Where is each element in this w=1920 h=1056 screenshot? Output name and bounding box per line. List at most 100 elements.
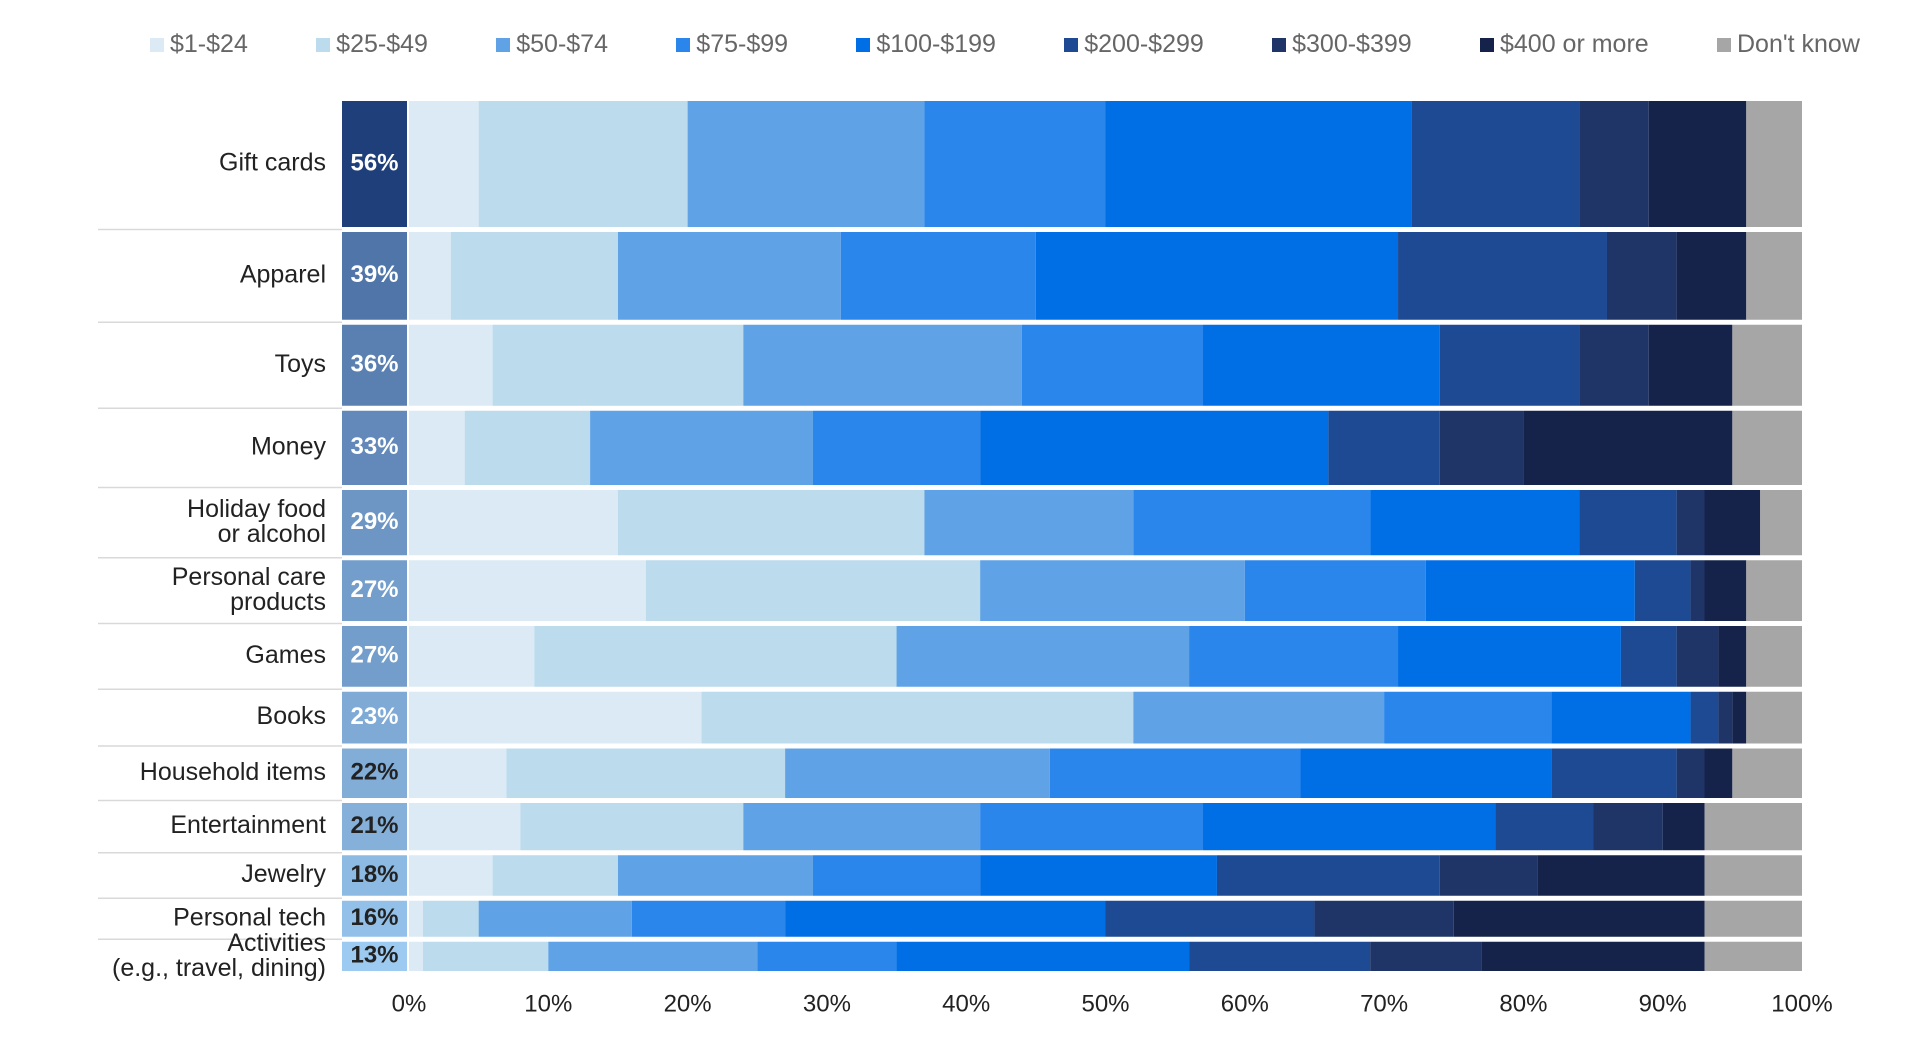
bar-segment [743, 324, 1022, 406]
bar-segment [1216, 855, 1440, 896]
bar-segment [409, 803, 521, 851]
bar-segment [1662, 803, 1705, 851]
bar-segment [409, 691, 702, 744]
legend-item: $200-$299 [1064, 30, 1204, 59]
x-tick-label: 100% [1771, 990, 1832, 1017]
bar-segment [980, 803, 1204, 851]
bar-segment [1439, 324, 1580, 406]
bar-segment [617, 855, 813, 896]
legend-item: $1-$24 [150, 30, 248, 59]
bar-segment [1732, 691, 1747, 744]
share-label: 39% [350, 261, 398, 288]
bar-segment [1648, 101, 1747, 227]
bar-segment [450, 232, 618, 320]
bar-segment [1537, 855, 1705, 896]
bar-segment [743, 803, 981, 851]
category-label: Apparel [240, 260, 326, 288]
share-label: 36% [350, 351, 398, 378]
bar-segment [409, 855, 493, 896]
share-cell [342, 410, 407, 485]
bar-segment [617, 232, 841, 320]
bar-segment [1579, 101, 1649, 227]
bar-segment [409, 232, 451, 320]
legend-label: $100-$199 [876, 30, 996, 58]
legend-swatch [316, 37, 331, 52]
category-label: Household items [140, 758, 326, 786]
share-label: 23% [350, 703, 398, 730]
share-cell [342, 626, 407, 687]
bar-segment [687, 101, 925, 227]
legend-item: $75-$99 [676, 30, 788, 59]
share-cell [342, 232, 407, 320]
legend-label: $25-$49 [336, 30, 428, 58]
bar-segment [1704, 941, 1802, 971]
bar-segment [1133, 490, 1371, 556]
legend-label: $400 or more [1499, 30, 1649, 58]
legend-item: $100-$199 [856, 30, 996, 59]
bar-segment [492, 324, 744, 406]
bar-segment [409, 748, 507, 798]
category-label: Gift cards [219, 149, 326, 177]
bar-segment [1676, 490, 1705, 556]
bar-segment [1676, 748, 1705, 798]
bar-segment [1704, 900, 1802, 937]
bar-segment [1439, 855, 1538, 896]
legend-label: $200-$299 [1084, 30, 1204, 58]
bar-segment [757, 941, 897, 971]
bar-segment [409, 490, 618, 556]
x-tick-label: 60% [1221, 990, 1269, 1017]
bar-segment [409, 101, 479, 227]
bar-segment [1760, 490, 1802, 556]
category-label: Entertainment [170, 811, 326, 839]
bar-segment [1746, 232, 1802, 320]
bar-segment [492, 855, 618, 896]
bar-segment [422, 941, 549, 971]
share-label: 33% [350, 433, 398, 460]
bar-segment [785, 748, 1050, 798]
legend-swatch [1272, 37, 1287, 52]
legend-item: $300-$399 [1272, 30, 1412, 59]
bar-segment [409, 900, 423, 937]
bar-segment [1203, 324, 1440, 406]
bar-segment [1593, 803, 1663, 851]
bar-segment [520, 803, 744, 851]
x-tick-label: 0% [392, 990, 427, 1017]
share-label: 18% [350, 861, 398, 888]
bar-segment [1718, 691, 1733, 744]
bar-segment [896, 626, 1190, 687]
legend: $1-$24 $25-$49 $50-$74 $75-$99 $100-$199 $200… [150, 30, 1860, 59]
legend-item: $50-$74 [496, 30, 608, 59]
bar-segment [1481, 941, 1705, 971]
bar-segment [1370, 490, 1580, 556]
legend-swatch [150, 37, 164, 52]
bar-segment [645, 560, 981, 621]
category-label: Books [257, 702, 326, 730]
bar-segment [1579, 324, 1649, 406]
share-cell [342, 748, 407, 798]
bar-segment [1370, 941, 1482, 971]
share-cell [342, 941, 407, 971]
legend-swatch [1479, 37, 1494, 52]
bar-segment [409, 560, 646, 621]
share-cell [342, 900, 407, 937]
bar-segment [980, 410, 1329, 485]
x-tick-label: 30% [803, 990, 851, 1017]
share-label: 16% [350, 904, 398, 931]
bar-segment [1411, 101, 1580, 227]
bar-segment [1425, 560, 1635, 621]
bar-segment [924, 101, 1106, 227]
bar-segment [896, 941, 1190, 971]
bar-segment [1551, 691, 1691, 744]
bar-segment [1718, 626, 1747, 687]
bar-segment [409, 324, 493, 406]
bar-segment [1690, 691, 1719, 744]
bar-segment [422, 900, 479, 937]
bar-segment [1676, 232, 1747, 320]
bar-segment [506, 748, 786, 798]
share-label: 29% [350, 508, 398, 535]
legend-swatch [1717, 37, 1731, 52]
legend-swatch [1064, 37, 1079, 52]
x-tick-label: 50% [1081, 990, 1129, 1017]
bar-segment [1133, 691, 1385, 744]
